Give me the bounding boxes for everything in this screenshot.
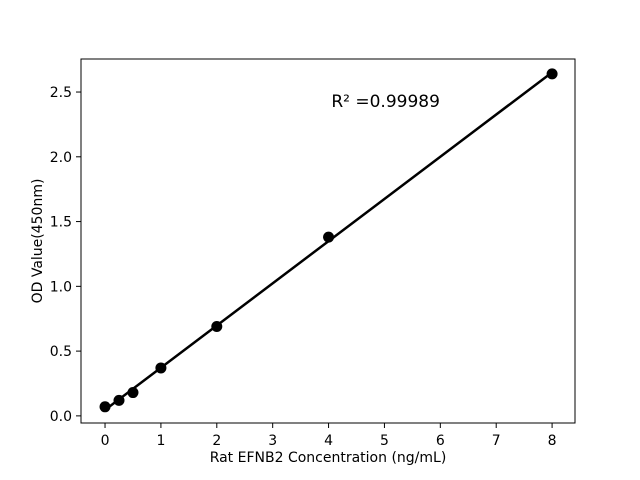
x-tick-label: 8: [548, 433, 557, 449]
data-point: [211, 320, 223, 332]
x-tick-label: 5: [380, 433, 389, 449]
y-tick-label: 2.0: [50, 150, 72, 166]
data-point: [113, 394, 125, 406]
data-point: [127, 387, 139, 399]
y-tick-label: 2.5: [50, 85, 72, 101]
data-marks: [99, 68, 558, 413]
x-tick-label: 0: [101, 433, 110, 449]
data-point: [155, 362, 167, 374]
plot-area: [80, 58, 576, 424]
x-axis-ticks: 0 1 2 3 4 5 6 7 8: [101, 423, 557, 449]
data-point: [323, 231, 335, 243]
y-axis-label: OD Value(450nm): [30, 179, 46, 304]
x-axis-label: Rat EFNB2 Concentration (ng/mL): [210, 450, 447, 466]
data-point: [99, 401, 111, 413]
x-tick-label: 2: [212, 433, 221, 449]
x-tick-label: 6: [436, 433, 445, 449]
x-tick-label: 3: [268, 433, 277, 449]
y-axis-ticks: 0.0 0.5 1.0 1.5 2.0 2.5: [50, 85, 81, 425]
x-tick-label: 1: [156, 433, 165, 449]
data-point: [546, 68, 558, 80]
y-tick-label: 1.0: [50, 279, 72, 295]
x-tick-label: 7: [492, 433, 501, 449]
r-squared-annotation: R² =0.99989: [331, 92, 440, 112]
x-tick-label: 4: [324, 433, 333, 449]
y-tick-label: 0.5: [50, 344, 72, 360]
y-tick-label: 0.0: [50, 409, 72, 425]
y-tick-label: 1.5: [50, 215, 72, 231]
